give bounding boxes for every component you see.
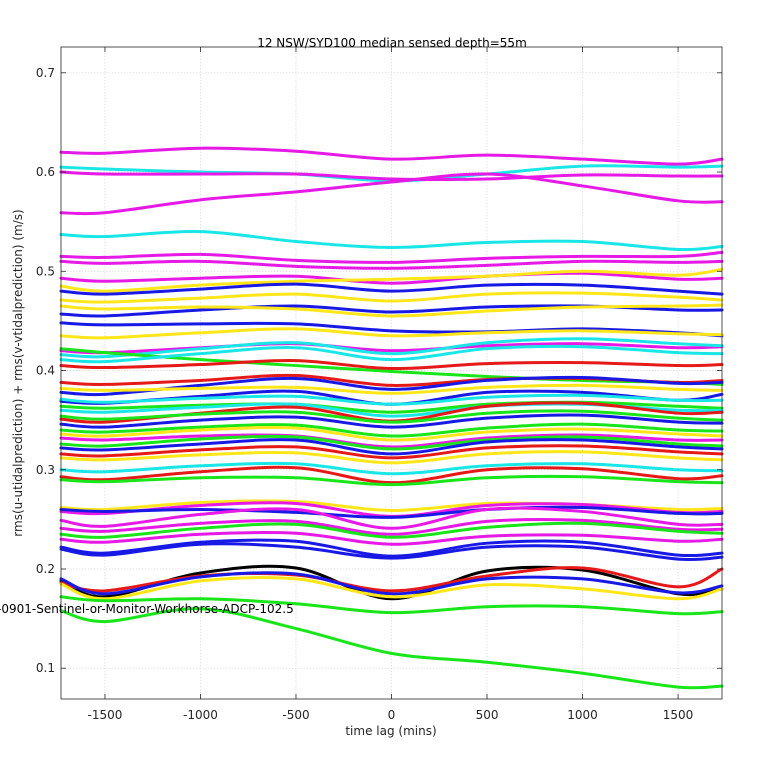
x-tick-label: 1000: [567, 708, 598, 722]
series-line-c2: [59, 230, 724, 252]
grid: [61, 47, 722, 699]
series-line-c7: [59, 461, 724, 476]
x-axis-label: time lag (mins): [345, 724, 436, 738]
series-line-r6: [59, 566, 724, 593]
series-line-b11: [59, 571, 724, 596]
series-line-y6: [59, 426, 724, 442]
series-line-b8: [59, 505, 724, 519]
series-line-r4: [59, 444, 724, 460]
y-tick-label: 0.6: [36, 165, 55, 179]
series-line-b9: [59, 538, 724, 558]
series-line-r5: [59, 465, 724, 485]
series-line-c5: [59, 393, 724, 406]
series-line-m12: [59, 530, 724, 546]
series-line-m7: [59, 342, 724, 355]
series-line-y3: [59, 303, 724, 318]
series-line-y9: [59, 576, 724, 601]
series-line-c4: [59, 344, 724, 364]
series-line-g2: [59, 400, 724, 414]
series-line-b7: [59, 438, 724, 456]
series-line-b1: [59, 282, 724, 296]
series-line-m6: [59, 271, 724, 285]
y-tick-label: 0.7: [36, 66, 55, 80]
series-line-b6: [59, 413, 724, 429]
series-line-y8: [59, 499, 724, 512]
series-line-r1: [59, 359, 724, 371]
y-axis-label: rms(u-utidalprediction) + rms(v-vtidalpr…: [11, 209, 25, 536]
series-annotation: -0901-Sentinel-or-Monitor-Workhorse-ADCP…: [0, 602, 294, 616]
y-tick-label: 0.1: [36, 661, 55, 675]
series-line-y7: [59, 450, 724, 465]
series-line-m1: [59, 146, 724, 166]
y-tick-label: 0.2: [36, 562, 55, 576]
series-line-g3: [59, 409, 724, 424]
y-tick-label: 0.3: [36, 463, 55, 477]
series-line-y5: [59, 383, 724, 395]
y-axis-ticks: 0.1 0.2 0.3 0.4 0.5 0.6 0.7: [36, 66, 722, 675]
series-line-c3: [59, 337, 724, 359]
x-tick-label: -1500: [88, 708, 123, 722]
series-line-g6: [59, 474, 724, 487]
y-tick-label: 0.5: [36, 264, 55, 278]
chart-title: 12 NSW/SYD100 median sensed depth=55m: [257, 36, 527, 50]
series-line-g5: [59, 434, 724, 451]
series-line-m8: [59, 433, 724, 449]
series-line-m2: [59, 170, 724, 182]
x-tick-label: 0: [388, 708, 396, 722]
series-line-g9: [59, 607, 724, 690]
series-line-b10: [59, 542, 724, 562]
series-line-b3: [59, 321, 724, 338]
series-line-y4: [59, 327, 724, 340]
series-lines: [59, 146, 724, 690]
series-line-m4: [59, 250, 724, 264]
series-line-m11: [59, 517, 724, 536]
series-line-g8: [59, 595, 724, 616]
y-tick-label: 0.4: [36, 364, 55, 378]
series-line-m3: [59, 172, 724, 216]
series-line-b2: [59, 304, 724, 318]
x-tick-label: 500: [476, 708, 499, 722]
x-axis-ticks: -1500 -1000 -500 0 500 1000 1500: [88, 47, 694, 722]
series-line-y2: [59, 291, 724, 304]
series-line-m10: [59, 506, 724, 530]
series-line-g7: [59, 521, 724, 539]
series-line-g4: [59, 422, 724, 438]
x-tick-label: -1000: [183, 708, 218, 722]
x-tick-label: -500: [282, 708, 309, 722]
series-line-y1: [59, 267, 724, 293]
x-tick-label: 1500: [663, 708, 694, 722]
series-line-m5: [59, 259, 724, 270]
